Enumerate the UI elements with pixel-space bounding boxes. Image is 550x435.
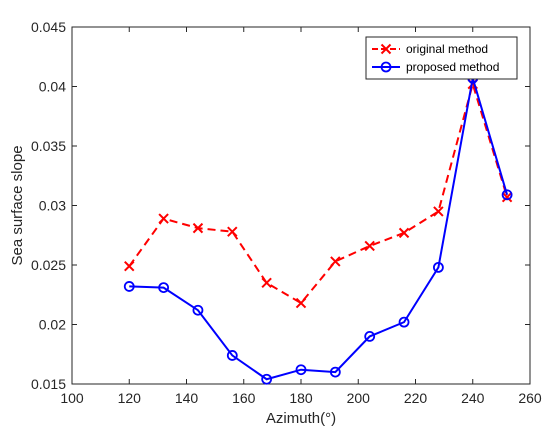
data-point bbox=[432, 261, 444, 273]
x-tick-label: 160 bbox=[232, 390, 256, 406]
plot-area bbox=[71, 26, 531, 385]
legend: original method proposed method bbox=[365, 36, 518, 80]
marker-stroke bbox=[227, 226, 238, 237]
y-tick-label: 0.04 bbox=[39, 79, 66, 95]
data-point bbox=[295, 364, 307, 376]
data-point bbox=[261, 373, 273, 385]
marker-stroke bbox=[124, 260, 135, 272]
y-axis-label: Sea surface slope bbox=[9, 145, 26, 265]
data-point bbox=[123, 281, 135, 292]
data-point bbox=[398, 316, 410, 328]
y-tick-label: 0.025 bbox=[31, 257, 66, 273]
marker-stroke bbox=[158, 213, 169, 224]
data-point bbox=[501, 191, 513, 203]
marker-stroke bbox=[380, 43, 392, 55]
marker-stroke bbox=[295, 297, 307, 309]
legend-swatch-marker bbox=[380, 43, 392, 55]
data-point bbox=[364, 240, 375, 252]
data-point bbox=[158, 282, 170, 294]
x-tick-label: 100 bbox=[60, 390, 84, 406]
y-tick-label: 0.015 bbox=[31, 376, 66, 392]
data-point bbox=[226, 350, 238, 361]
marker-stroke bbox=[261, 277, 272, 289]
y-tick-label: 0.035 bbox=[31, 138, 66, 154]
data-point bbox=[501, 189, 513, 201]
data-point bbox=[364, 330, 376, 342]
series-line bbox=[129, 77, 509, 381]
marker-stroke bbox=[501, 191, 513, 203]
x-tick-label: 240 bbox=[461, 390, 485, 406]
series-line bbox=[128, 80, 509, 305]
legend-box bbox=[365, 36, 518, 80]
plot-frame bbox=[71, 26, 531, 385]
marker-stroke bbox=[364, 240, 375, 252]
series-1 bbox=[124, 78, 513, 309]
x-tick-label: 260 bbox=[518, 390, 542, 406]
data-point bbox=[192, 304, 204, 316]
y-tick-label: 0.045 bbox=[31, 19, 66, 35]
data-point bbox=[398, 227, 410, 239]
data-point bbox=[330, 256, 341, 267]
legend-item: original method bbox=[372, 42, 488, 56]
marker-stroke bbox=[330, 256, 341, 267]
marker-stroke bbox=[192, 222, 204, 234]
legend-label: original method bbox=[406, 42, 488, 56]
data-point bbox=[295, 297, 307, 309]
x-axis-label: Azimuth(°) bbox=[266, 410, 336, 427]
data-point bbox=[261, 277, 272, 289]
x-tick-label: 220 bbox=[404, 390, 428, 406]
data-point bbox=[158, 213, 169, 224]
legend-swatch-marker bbox=[380, 61, 392, 73]
legend-label: proposed method bbox=[406, 60, 499, 74]
x-tick-label: 200 bbox=[347, 390, 371, 406]
axes-layer: 100 120 140 160 180 200 220 240 260 0.015 0.02 0.02… bbox=[31, 19, 542, 406]
x-tick-label: 180 bbox=[289, 390, 313, 406]
marker-stroke bbox=[398, 227, 410, 239]
marker-stroke bbox=[433, 206, 444, 217]
y-tick-label: 0.02 bbox=[39, 317, 66, 333]
data-point bbox=[433, 206, 444, 217]
x-tick-label: 120 bbox=[118, 390, 142, 406]
y-tick-label: 0.03 bbox=[39, 198, 66, 214]
data-point bbox=[124, 260, 135, 272]
data-point bbox=[192, 222, 204, 234]
x-tick-label: 140 bbox=[175, 390, 199, 406]
legend-item: proposed method bbox=[372, 60, 499, 74]
data-point bbox=[227, 226, 238, 237]
data-point bbox=[329, 366, 341, 378]
legend-items: original method proposed method bbox=[372, 42, 499, 74]
